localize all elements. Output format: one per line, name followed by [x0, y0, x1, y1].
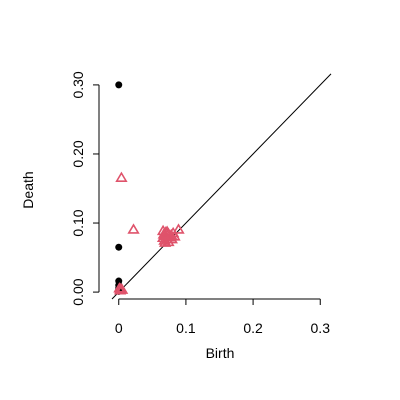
x-tick-label: 0.3	[311, 320, 331, 336]
triangle-point	[127, 223, 140, 234]
x-tick-label: 0.2	[243, 320, 263, 336]
x-tick-label: 0.1	[176, 320, 196, 336]
data-points	[113, 81, 185, 295]
y-tick-label: 0.10	[70, 209, 86, 236]
y-tick-label: 0.00	[70, 278, 86, 305]
circle-point	[115, 243, 123, 251]
y-tick-label: 0.20	[70, 140, 86, 167]
x-axis-label: Birth	[206, 345, 235, 361]
x-tick-label: 0	[115, 320, 123, 336]
diagonal-line-group	[111, 73, 332, 300]
triangle-point	[160, 225, 174, 236]
axes: 0 0.1 0.2 0.3 0.00 0.10 0.20 0.30	[70, 71, 330, 336]
triangle-point	[113, 284, 127, 295]
triangle-point	[158, 236, 172, 247]
y-tick-label: 0.30	[70, 71, 86, 98]
circle-point	[115, 81, 123, 89]
triangle-point	[157, 228, 170, 239]
diagonal-line	[111, 73, 332, 300]
triangle-point	[115, 171, 128, 182]
y-axis-label: Death	[20, 171, 36, 208]
triangle-point	[172, 223, 185, 234]
